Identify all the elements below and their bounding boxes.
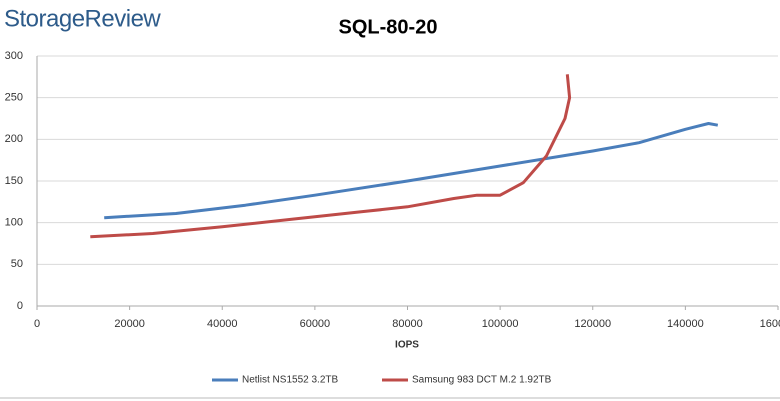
x-tick-label: 80000 <box>392 318 423 330</box>
x-tick-label: 120000 <box>574 318 611 330</box>
x-tick-label: 20000 <box>114 318 145 330</box>
x-axis-label: IOPS <box>395 340 419 351</box>
legend-label: Samsung 983 DCT M.2 1.92TB <box>412 375 552 386</box>
y-tick-label: 150 <box>5 175 23 187</box>
x-tick-label: 60000 <box>300 318 331 330</box>
y-tick-label: 50 <box>11 258 23 270</box>
x-tick-label: 40000 <box>207 318 238 330</box>
x-tick-label: 0 <box>34 318 40 330</box>
y-tick-label: 100 <box>5 217 23 229</box>
chart-title: SQL-80-20 <box>339 16 438 38</box>
x-tick-label: 140000 <box>667 318 704 330</box>
y-tick-label: 250 <box>5 92 23 104</box>
x-tick-label: 160000 <box>760 318 780 330</box>
brand-logo: StorageReview <box>4 5 161 32</box>
series-line <box>90 74 572 239</box>
y-tick-label: 0 <box>17 300 23 312</box>
y-tick-label: 300 <box>5 50 23 62</box>
y-tick-label: 200 <box>5 133 23 145</box>
x-tick-label: 100000 <box>482 318 519 330</box>
series-line <box>104 122 719 220</box>
legend-label: Netlist NS1552 3.2TB <box>242 375 338 386</box>
